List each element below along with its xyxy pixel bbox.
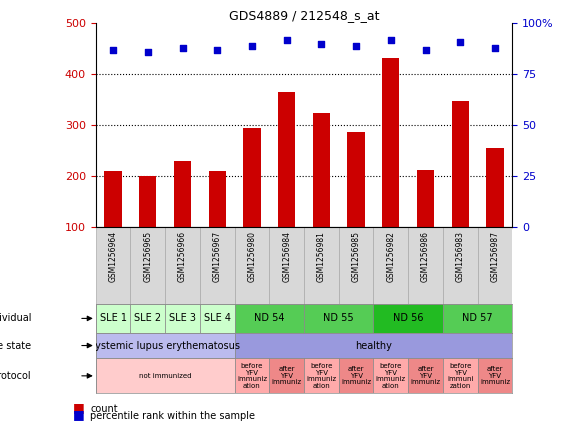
- Text: GSM1256967: GSM1256967: [213, 231, 222, 283]
- Text: GSM1256966: GSM1256966: [178, 231, 187, 283]
- FancyBboxPatch shape: [235, 304, 304, 333]
- FancyBboxPatch shape: [235, 228, 269, 304]
- Text: healthy: healthy: [355, 341, 392, 351]
- Bar: [208, 171, 226, 228]
- Text: after
YFV
immuniz: after YFV immuniz: [480, 366, 510, 385]
- Point: [421, 47, 430, 53]
- FancyBboxPatch shape: [373, 304, 443, 333]
- FancyBboxPatch shape: [235, 333, 512, 358]
- FancyBboxPatch shape: [200, 228, 235, 304]
- Text: GSM1256985: GSM1256985: [352, 231, 360, 282]
- FancyBboxPatch shape: [235, 358, 269, 393]
- Y-axis label: individual: individual: [0, 313, 31, 324]
- FancyBboxPatch shape: [96, 358, 235, 393]
- Title: GDS4889 / 212548_s_at: GDS4889 / 212548_s_at: [229, 9, 379, 22]
- Text: after
YFV
immuniz: after YFV immuniz: [271, 366, 302, 385]
- Bar: [452, 102, 469, 228]
- Text: after
YFV
immuniz: after YFV immuniz: [410, 366, 441, 385]
- Text: ND 54: ND 54: [254, 313, 284, 324]
- Text: GSM1256964: GSM1256964: [109, 231, 118, 283]
- Text: GSM1256981: GSM1256981: [317, 231, 326, 282]
- FancyBboxPatch shape: [408, 228, 443, 304]
- FancyBboxPatch shape: [269, 228, 304, 304]
- FancyBboxPatch shape: [477, 358, 512, 393]
- Point: [456, 38, 465, 45]
- FancyBboxPatch shape: [477, 228, 512, 304]
- Point: [248, 42, 257, 49]
- FancyBboxPatch shape: [443, 304, 512, 333]
- Text: ■: ■: [73, 408, 85, 421]
- Text: before
YFV
immuni
zation: before YFV immuni zation: [447, 363, 473, 389]
- FancyBboxPatch shape: [96, 304, 131, 333]
- Text: after
YFV
immuniz: after YFV immuniz: [341, 366, 371, 385]
- Bar: [104, 171, 122, 228]
- FancyBboxPatch shape: [304, 358, 339, 393]
- Point: [490, 44, 499, 51]
- Bar: [278, 92, 296, 228]
- FancyBboxPatch shape: [131, 228, 165, 304]
- FancyBboxPatch shape: [269, 358, 304, 393]
- FancyBboxPatch shape: [373, 228, 408, 304]
- FancyBboxPatch shape: [96, 228, 131, 304]
- Text: GSM1256965: GSM1256965: [144, 231, 152, 283]
- Text: ■: ■: [73, 401, 85, 414]
- Text: ND 57: ND 57: [462, 313, 493, 324]
- Point: [282, 36, 291, 43]
- Bar: [486, 148, 504, 228]
- FancyBboxPatch shape: [443, 358, 477, 393]
- Point: [386, 36, 395, 43]
- Text: GSM1256980: GSM1256980: [248, 231, 256, 282]
- FancyBboxPatch shape: [339, 228, 373, 304]
- FancyBboxPatch shape: [165, 228, 200, 304]
- Bar: [139, 176, 157, 228]
- Text: GSM1256984: GSM1256984: [282, 231, 291, 282]
- Bar: [417, 170, 434, 228]
- Bar: [243, 128, 261, 228]
- Text: GSM1256982: GSM1256982: [386, 231, 395, 282]
- Text: ND 55: ND 55: [323, 313, 354, 324]
- Point: [213, 47, 222, 53]
- Text: ND 56: ND 56: [393, 313, 423, 324]
- FancyBboxPatch shape: [373, 358, 408, 393]
- Point: [109, 47, 118, 53]
- Text: SLE 3: SLE 3: [169, 313, 196, 324]
- Y-axis label: disease state: disease state: [0, 341, 31, 351]
- FancyBboxPatch shape: [304, 304, 373, 333]
- Bar: [347, 132, 365, 228]
- FancyBboxPatch shape: [96, 333, 235, 358]
- Y-axis label: protocol: protocol: [0, 371, 31, 381]
- Text: before
YFV
immuniz
ation: before YFV immuniz ation: [306, 363, 337, 389]
- Point: [144, 49, 153, 55]
- Point: [317, 40, 326, 47]
- Bar: [382, 58, 400, 228]
- FancyBboxPatch shape: [200, 304, 235, 333]
- Bar: [312, 113, 330, 228]
- Text: percentile rank within the sample: percentile rank within the sample: [90, 411, 255, 421]
- Text: SLE 4: SLE 4: [204, 313, 231, 324]
- Text: before
YFV
immuniz
ation: before YFV immuniz ation: [237, 363, 267, 389]
- Text: SLE 2: SLE 2: [134, 313, 162, 324]
- Text: count: count: [90, 404, 118, 414]
- Text: before
YFV
immuniz
ation: before YFV immuniz ation: [376, 363, 406, 389]
- Text: GSM1256983: GSM1256983: [456, 231, 464, 282]
- Point: [178, 44, 187, 51]
- FancyBboxPatch shape: [165, 304, 200, 333]
- FancyBboxPatch shape: [131, 304, 165, 333]
- Text: GSM1256986: GSM1256986: [421, 231, 430, 282]
- FancyBboxPatch shape: [304, 228, 339, 304]
- Point: [351, 42, 361, 49]
- Bar: [174, 161, 191, 228]
- FancyBboxPatch shape: [443, 228, 477, 304]
- FancyBboxPatch shape: [339, 358, 373, 393]
- FancyBboxPatch shape: [408, 358, 443, 393]
- Text: SLE 1: SLE 1: [100, 313, 127, 324]
- Text: systemic lupus erythematosus: systemic lupus erythematosus: [90, 341, 240, 351]
- Text: not immunized: not immunized: [139, 373, 191, 379]
- Text: GSM1256987: GSM1256987: [490, 231, 499, 282]
